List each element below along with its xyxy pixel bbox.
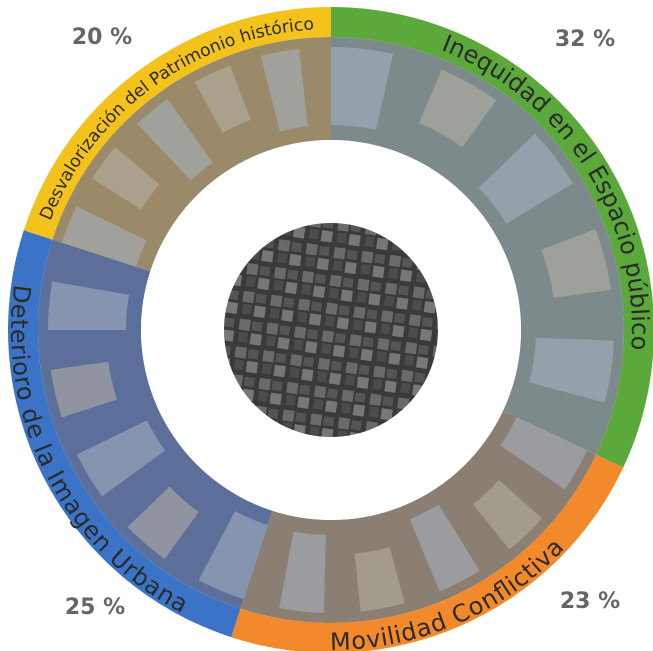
photo-detail [541, 229, 612, 298]
photo-wedge [37, 239, 273, 609]
percent-label: 25 % [65, 595, 125, 620]
photo-detail [48, 281, 130, 330]
photo-detail [260, 48, 308, 132]
photo-detail [194, 65, 251, 133]
photo-detail [529, 337, 614, 403]
percent-label: 32 % [555, 27, 615, 52]
photo-detail [331, 47, 394, 130]
photo-detail [137, 98, 213, 181]
percent-label: 23 % [560, 589, 620, 614]
donut-segment [231, 454, 624, 651]
photo-detail [92, 146, 160, 210]
photo-detail [198, 511, 268, 600]
photo-detail [500, 417, 588, 490]
donut-segment [7, 230, 241, 638]
photo-detail [472, 479, 543, 550]
photo-detail [50, 361, 118, 418]
photo-detail [279, 531, 326, 613]
donut-segment [23, 7, 331, 240]
percent-label: 20 % [72, 25, 132, 50]
photo-detail [76, 420, 166, 497]
center-map [224, 223, 438, 437]
photo-detail [419, 69, 497, 148]
photo-detail [478, 133, 573, 224]
photo-detail [127, 486, 199, 559]
photo-detail [61, 206, 147, 267]
ring-group [7, 7, 653, 651]
photo-detail [409, 504, 480, 592]
donut-segment [331, 7, 653, 468]
photo-detail [354, 547, 405, 612]
